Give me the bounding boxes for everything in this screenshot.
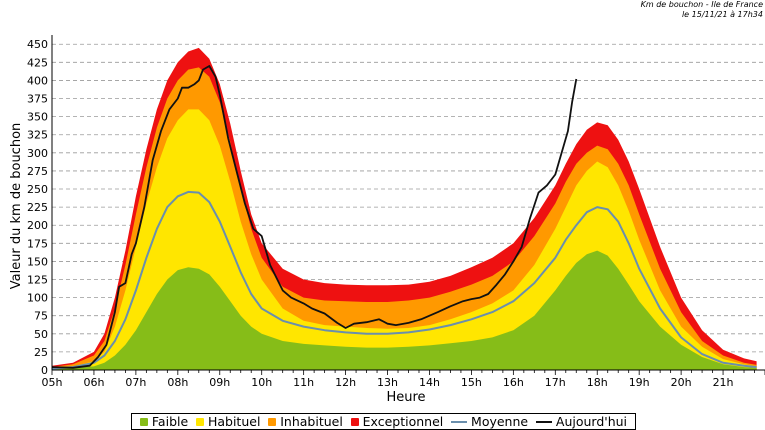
y-axis-label: Valeur du km de bouchon xyxy=(9,123,24,290)
y-tick-label-250: 250 xyxy=(27,183,48,196)
y-tick-label-75: 75 xyxy=(34,310,48,323)
legend-item-moyenne: Moyenne xyxy=(451,414,528,429)
x-tick-label-16h: 16h xyxy=(503,376,524,389)
legend-label-moyenne: Moyenne xyxy=(471,414,529,429)
x-tick-label-10h: 10h xyxy=(251,376,272,389)
y-tick-label-350: 350 xyxy=(27,111,48,124)
x-tick-label-19h: 19h xyxy=(629,376,650,389)
y-tick-label-400: 400 xyxy=(27,74,48,87)
x-tick-label-05h: 05h xyxy=(42,376,63,389)
y-tick-label-125: 125 xyxy=(27,274,48,287)
chart-title-region: Km de bouchon - Ile de France xyxy=(640,0,763,9)
legend-label-exceptionnel: Exceptionnel xyxy=(362,414,444,429)
y-tick-label-175: 175 xyxy=(27,237,48,250)
x-tick-label-15h: 15h xyxy=(461,376,482,389)
x-tick-label-13h: 13h xyxy=(377,376,398,389)
y-tick-label-425: 425 xyxy=(27,56,48,69)
series-lines xyxy=(51,65,757,370)
area-bands xyxy=(52,47,757,371)
y-tick-label-50: 50 xyxy=(34,328,48,341)
x-tick-label-11h: 11h xyxy=(293,376,314,389)
area-faible xyxy=(52,250,757,370)
legend-swatch-moyenne xyxy=(451,420,468,423)
legend: Faible Habituel Inhabituel Exceptionnel … xyxy=(131,413,636,430)
y-tick-label-225: 225 xyxy=(27,201,48,214)
legend-swatch-faible xyxy=(139,417,148,426)
y-tick-label-375: 375 xyxy=(27,93,48,106)
legend-item-faible: Faible xyxy=(139,414,189,429)
legend-swatch-inhabituel xyxy=(268,417,277,426)
y-tick-label-325: 325 xyxy=(27,129,48,142)
y-tick-label-25: 25 xyxy=(34,346,48,359)
traffic-chart: 0 25 50 75 100 125 150 175 200 225 250 275 300 325 350… xyxy=(9,35,765,405)
x-tick-label-09h: 09h xyxy=(209,376,230,389)
x-tick-label-18h: 18h xyxy=(587,376,608,389)
y-tick-label-0: 0 xyxy=(41,364,48,377)
legend-label-aujourdhui: Aujourd'hui xyxy=(555,414,628,429)
legend-item-aujourdhui: Aujourd'hui xyxy=(535,414,628,429)
y-tick-label-450: 450 xyxy=(27,38,48,51)
legend-swatch-exceptionnel xyxy=(350,417,359,426)
x-tick-label-17h: 17h xyxy=(545,376,566,389)
y-tick-label-200: 200 xyxy=(27,219,48,232)
line-aujourdhui xyxy=(51,65,578,369)
y-tick-label-100: 100 xyxy=(27,292,48,305)
x-tick-label-06h: 06h xyxy=(83,376,104,389)
chart-title-timestamp: le 15/11/21 à 17h34 xyxy=(681,10,763,19)
legend-label-inhabituel: Inhabituel xyxy=(280,414,343,429)
y-tick-label-150: 150 xyxy=(27,255,48,268)
axes: 0 25 50 75 100 125 150 175 200 225 250 275 300 325 350… xyxy=(27,35,765,389)
legend-swatch-aujourdhui xyxy=(535,420,552,423)
line-moyenne xyxy=(51,190,757,370)
x-tick-label-14h: 14h xyxy=(419,376,440,389)
x-tick-label-07h: 07h xyxy=(125,376,146,389)
legend-label-faible: Faible xyxy=(151,414,189,429)
y-tick-label-300: 300 xyxy=(27,147,48,160)
x-tick-label-21h: 21h xyxy=(713,376,734,389)
x-axis-label: Heure xyxy=(386,390,425,405)
x-tick-label-20h: 20h xyxy=(671,376,692,389)
y-tick-label-275: 275 xyxy=(27,165,48,178)
legend-label-habituel: Habituel xyxy=(207,414,261,429)
x-tick-label-12h: 12h xyxy=(335,376,356,389)
legend-item-habituel: Habituel xyxy=(195,414,261,429)
x-tick-label-08h: 08h xyxy=(167,376,188,389)
legend-swatch-habituel xyxy=(195,417,204,426)
legend-item-inhabituel: Inhabituel xyxy=(268,414,343,429)
legend-item-exceptionnel: Exceptionnel xyxy=(350,414,444,429)
